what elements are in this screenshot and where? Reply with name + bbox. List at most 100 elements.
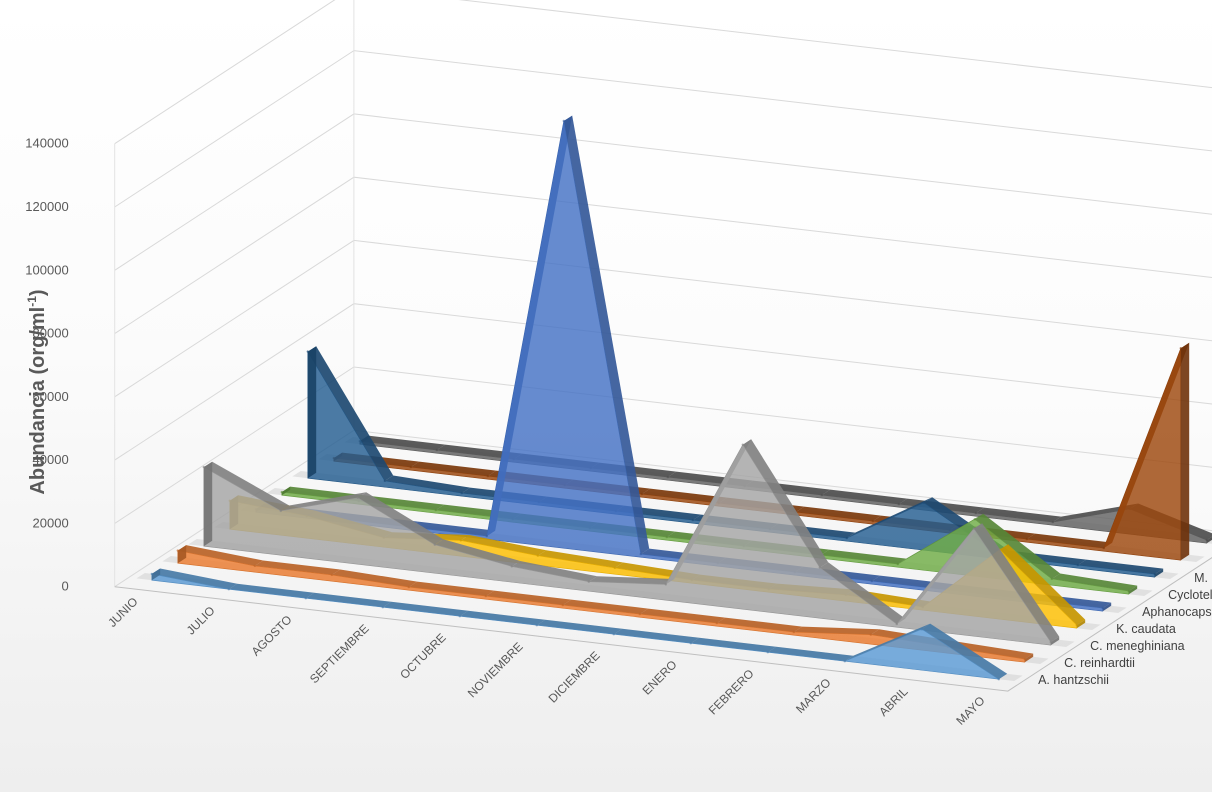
data-point — [715, 621, 718, 625]
data-point — [666, 475, 669, 479]
data-point — [434, 508, 437, 512]
data-point — [202, 465, 205, 469]
series-top-face — [844, 623, 931, 662]
data-point — [484, 594, 487, 598]
series-top-face — [639, 608, 726, 624]
data-point — [176, 549, 179, 552]
data-point — [1050, 577, 1054, 581]
y-tick-label: 100000 — [25, 262, 68, 277]
y-tick-label: 0 — [61, 579, 68, 594]
data-point — [691, 518, 694, 522]
data-point — [1101, 606, 1105, 610]
data-point — [486, 474, 489, 478]
data-point — [304, 597, 307, 600]
data-point — [536, 554, 539, 557]
series-end-cap — [151, 568, 161, 581]
series-top-face — [436, 444, 523, 460]
data-point — [1075, 623, 1079, 627]
data-point — [843, 660, 846, 663]
data-point — [664, 583, 667, 586]
data-point — [1051, 520, 1055, 524]
data-point — [1049, 640, 1053, 644]
series-layer — [136, 115, 1212, 681]
y-tick-label: 120000 — [25, 199, 68, 214]
data-point — [535, 624, 538, 627]
data-point — [896, 562, 899, 566]
series-top-face — [921, 623, 1008, 680]
series-top-face — [562, 599, 649, 615]
series-end-cap — [1180, 342, 1190, 561]
data-point — [871, 519, 874, 523]
series-end-cap — [1076, 619, 1086, 629]
series-top-face — [151, 568, 238, 590]
series-top-face — [409, 521, 496, 537]
data-point — [638, 612, 641, 616]
data-point — [895, 622, 898, 626]
series-top-face — [716, 617, 803, 633]
series-top-face — [947, 641, 1034, 660]
series-label: C. meneghiniana — [1090, 639, 1185, 653]
series-c-meneghiniana — [188, 439, 1075, 647]
series-top-face — [358, 495, 445, 511]
series-top-face — [384, 475, 471, 494]
series-top-face — [305, 592, 392, 608]
series-end-cap — [1050, 636, 1060, 646]
y-axis-title: Abundancia (org/ml-1) — [25, 289, 49, 494]
data-point — [997, 678, 1000, 681]
x-tick-label: SEPTIEMBRE — [307, 622, 372, 687]
series-top-face — [280, 492, 367, 511]
series-top-face — [846, 497, 933, 539]
data-point — [689, 642, 692, 645]
data-point — [435, 448, 438, 452]
data-point — [1205, 538, 1209, 542]
data-point — [150, 572, 153, 576]
x-tick-label: FEBRERO — [706, 667, 757, 718]
x-tick-label: MARZO — [793, 676, 834, 717]
series-top-face — [690, 637, 777, 653]
chart-floor — [114, 557, 1212, 692]
series-top-face — [1052, 503, 1139, 523]
data-point — [383, 479, 386, 483]
series-top-face — [382, 601, 469, 617]
data-point — [818, 566, 821, 569]
series-top-face — [511, 561, 598, 582]
data-point — [897, 502, 900, 506]
data-point — [1076, 563, 1080, 567]
data-point — [972, 527, 975, 530]
data-point — [459, 539, 462, 542]
series-top-face — [408, 581, 495, 597]
data-point — [665, 535, 668, 539]
series-top-face — [641, 488, 728, 504]
data-point — [485, 534, 488, 538]
x-tick-label: JUNIO — [105, 595, 140, 630]
series-top-face — [973, 523, 1060, 643]
data-point — [869, 633, 872, 636]
data-point — [870, 579, 873, 583]
series-top-face — [1026, 533, 1113, 549]
gridline — [114, 0, 1212, 145]
series-label: Cyclotella sp. — [1168, 588, 1212, 602]
series-top-face — [331, 569, 418, 588]
series-front-face — [151, 573, 999, 680]
floor-edge — [114, 557, 1212, 692]
series-top-face — [177, 545, 264, 566]
data-point — [1153, 572, 1157, 576]
series-top-face — [1077, 559, 1164, 575]
series-top-face — [485, 590, 572, 606]
y-tick-label: 140000 — [25, 136, 68, 151]
data-point — [381, 606, 384, 609]
data-point — [613, 566, 616, 570]
y-tick-label: 80000 — [33, 326, 69, 341]
series-label: K. caudata — [1116, 622, 1176, 636]
series-top-face — [999, 544, 1086, 626]
y-tick-label: 60000 — [33, 389, 69, 404]
series-top-face — [460, 535, 547, 556]
series-label: Aphanocapsa sp. — [1142, 605, 1212, 619]
data-point — [510, 565, 513, 568]
series-top-face — [359, 435, 446, 451]
data-point — [253, 564, 256, 568]
series-top-face — [742, 439, 829, 568]
series-end-cap — [1102, 602, 1112, 612]
series-top-face — [537, 550, 624, 568]
